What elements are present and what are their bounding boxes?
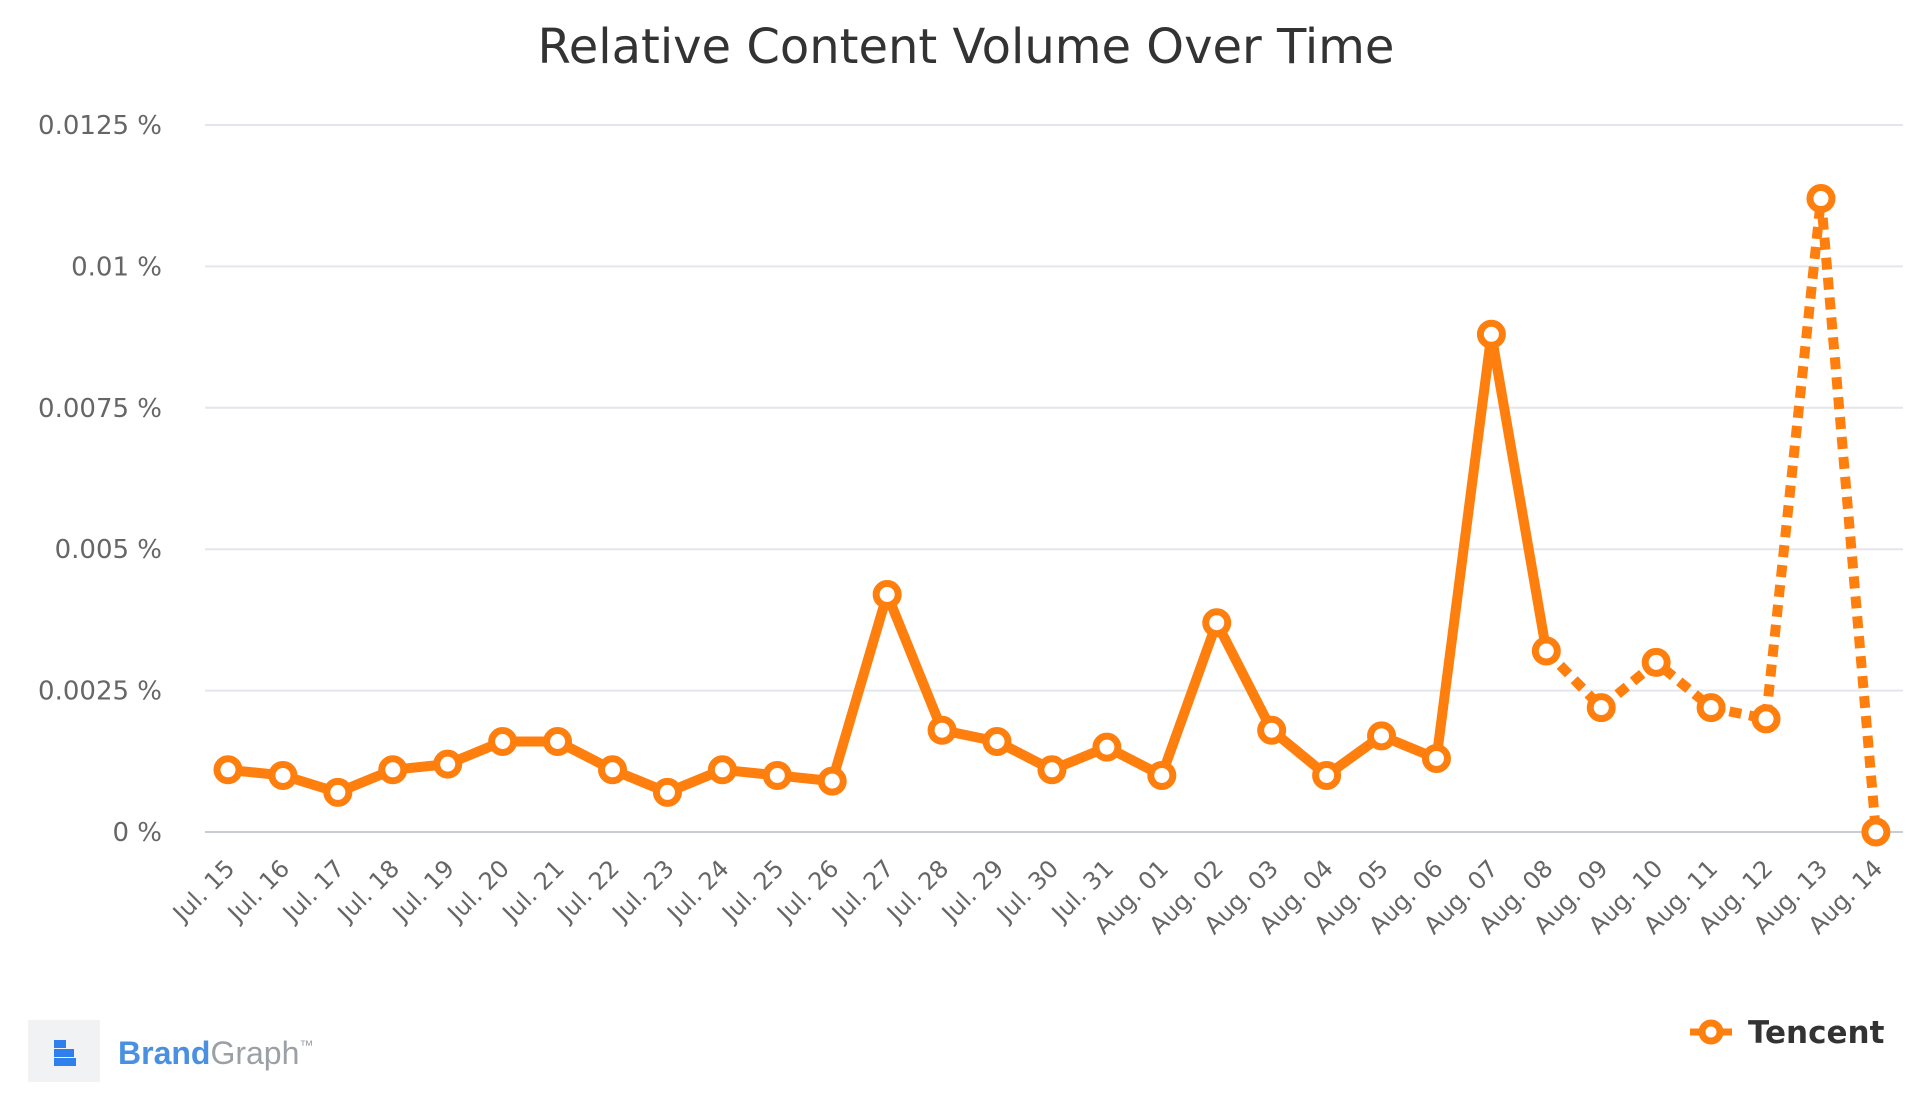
logo-icon (54, 1040, 76, 1066)
data-point[interactable] (707, 755, 737, 785)
data-point[interactable] (1696, 693, 1726, 723)
legend-label: Tencent (1748, 1015, 1885, 1051)
data-point[interactable] (1037, 755, 1067, 785)
data-point[interactable] (1421, 743, 1451, 773)
data-point[interactable] (213, 755, 243, 785)
chart-title: Relative Content Volume Over Time (538, 19, 1395, 75)
data-point[interactable] (543, 727, 573, 757)
data-point[interactable] (982, 727, 1012, 757)
x-tick-label: Jul. 16 (221, 854, 295, 928)
x-tick-label: Jul. 18 (331, 854, 405, 928)
x-tick-label: Jul. 25 (715, 854, 789, 928)
data-point[interactable] (598, 755, 628, 785)
data-point[interactable] (1751, 704, 1781, 734)
x-tick-label: Jul. 24 (661, 854, 735, 928)
x-tick-label: Jul. 30 (990, 854, 1064, 928)
data-point[interactable] (1531, 636, 1561, 666)
data-point[interactable] (1586, 693, 1616, 723)
series-line-dashed (1542, 193, 1881, 833)
y-axis-ticks: 0 % 0.0025 % 0.005 % 0.0075 % 0.01 % 0.0125 % (38, 111, 162, 848)
x-tick-label: Jul. 29 (935, 854, 1009, 928)
x-tick-label: Jul. 17 (276, 854, 350, 928)
x-tick-label: Jul. 19 (386, 854, 460, 928)
data-point[interactable] (872, 579, 902, 609)
x-tick-label: Jul. 21 (496, 854, 570, 928)
brandgraph-logo: BrandGraph™ (28, 1020, 313, 1082)
legend[interactable]: Tencent (1690, 1015, 1885, 1051)
series-points (213, 184, 1891, 847)
series-line-solid (223, 329, 1552, 798)
y-tick-label: 0.0025 % (38, 677, 162, 707)
y-tick-label: 0.0075 % (38, 394, 162, 424)
data-point[interactable] (1641, 647, 1671, 677)
y-tick-label: 0.01 % (71, 252, 162, 282)
data-point[interactable] (1092, 732, 1122, 762)
x-tick-label: Jul. 20 (441, 854, 515, 928)
data-point[interactable] (1257, 715, 1287, 745)
logo-graph: Graph (210, 1035, 299, 1071)
data-point[interactable] (1806, 184, 1836, 214)
data-point[interactable] (927, 715, 957, 745)
legend-marker (1698, 1019, 1724, 1045)
x-tick-label: Jul. 22 (551, 854, 625, 928)
x-tick-label: Jul. 15 (166, 854, 240, 928)
grid (205, 124, 1903, 833)
data-point[interactable] (323, 777, 353, 807)
data-point[interactable] (652, 777, 682, 807)
data-point[interactable] (817, 766, 847, 796)
data-point[interactable] (378, 755, 408, 785)
series-lines (223, 193, 1881, 833)
y-tick-label: 0.005 % (55, 535, 162, 565)
data-point[interactable] (488, 727, 518, 757)
x-tick-label: Jul. 28 (880, 854, 954, 928)
data-point[interactable] (1312, 760, 1342, 790)
y-tick-label: 0 % (112, 818, 162, 848)
data-point[interactable] (433, 749, 463, 779)
logo-trademark: ™ (299, 1037, 313, 1053)
data-point[interactable] (1861, 817, 1891, 847)
logo-brand: Brand (118, 1035, 210, 1071)
data-point[interactable] (1147, 760, 1177, 790)
data-point[interactable] (1367, 721, 1397, 751)
data-point[interactable] (762, 760, 792, 790)
logo-wordmark: BrandGraph™ (118, 1035, 313, 1071)
x-tick-label: Jul. 26 (770, 854, 844, 928)
data-point[interactable] (1476, 319, 1506, 349)
y-tick-label: 0.0125 % (38, 111, 162, 141)
x-tick-label: Jul. 27 (825, 854, 899, 928)
data-point[interactable] (1202, 608, 1232, 638)
data-point[interactable] (268, 760, 298, 790)
x-tick-label: Jul. 23 (606, 854, 680, 928)
